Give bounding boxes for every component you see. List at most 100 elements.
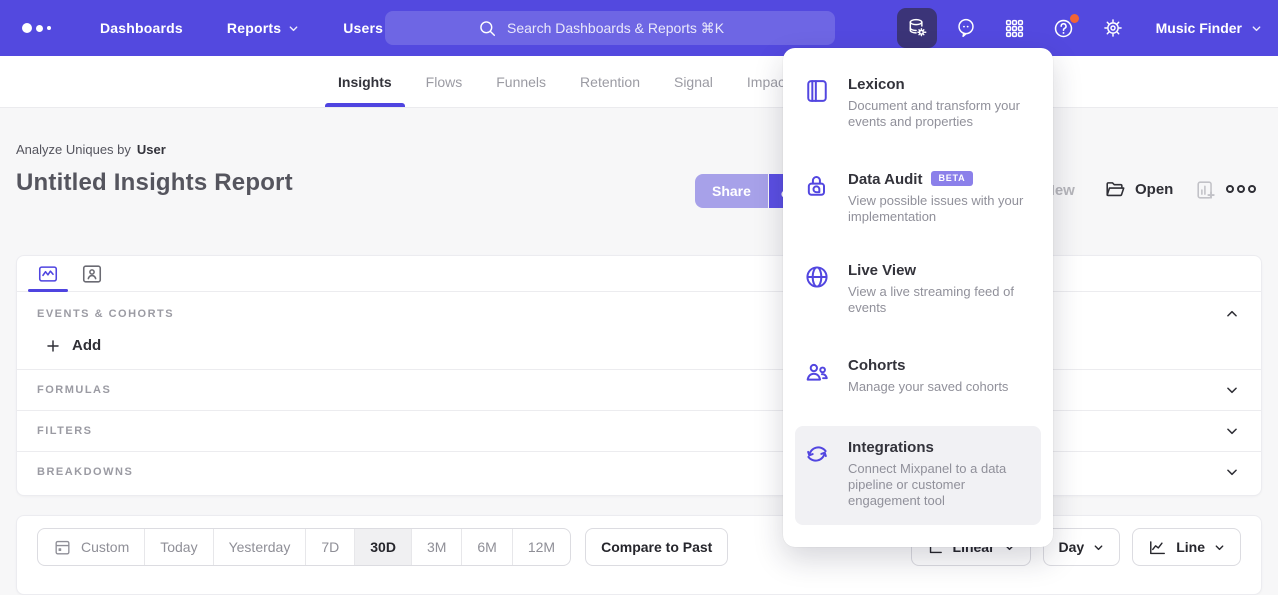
- top-nav: Dashboards Reports Users: [78, 0, 405, 56]
- range-3m-label: 3M: [426, 539, 447, 555]
- question-mark-icon: [1054, 19, 1073, 37]
- settings-button[interactable]: [1093, 8, 1133, 48]
- open-report-button[interactable]: Open: [1104, 178, 1173, 200]
- range-7d-label: 7D: [321, 539, 340, 555]
- nav-dashboards-label: Dashboards: [100, 20, 183, 36]
- chart-type-label: Line: [1176, 539, 1205, 555]
- folder-icon: [1106, 182, 1125, 197]
- report-title-block: Analyze Uniques by User Untitled Insight…: [16, 142, 293, 197]
- range-12m[interactable]: 12M: [511, 529, 570, 565]
- live-view-globe-icon: [803, 262, 833, 317]
- data-management-button[interactable]: [896, 8, 937, 48]
- analyze-entity-selector[interactable]: User: [136, 142, 166, 157]
- menu-item-description: View possible issues with your implement…: [848, 192, 1024, 224]
- menu-item-data-audit[interactable]: Data Audit BETA View possible issues wit…: [783, 170, 1053, 226]
- compare-to-past-button[interactable]: Compare to Past: [585, 528, 729, 566]
- grid-icon: [1006, 19, 1024, 37]
- menu-item-title: Live View: [848, 262, 917, 279]
- nav-dashboards[interactable]: Dashboards: [88, 0, 195, 56]
- breakdowns-section-row[interactable]: BREAKDOWNS: [17, 451, 1261, 492]
- range-custom-label: Custom: [81, 539, 130, 555]
- range-7d[interactable]: 7D: [305, 529, 354, 565]
- nav-users[interactable]: Users: [331, 0, 395, 56]
- analyze-line: Analyze Uniques by User: [16, 142, 293, 157]
- plus-icon: [47, 339, 59, 352]
- range-today-label: Today: [160, 539, 198, 555]
- menu-item-cohorts[interactable]: Cohorts Manage your saved cohorts: [783, 357, 1053, 395]
- integrations-sync-icon: [803, 439, 833, 510]
- query-builder-panel: EVENTS & COHORTS Add FORMULAS FILTERS BR…: [16, 255, 1262, 496]
- range-today[interactable]: Today: [144, 529, 212, 565]
- lexicon-book-icon: [803, 76, 833, 131]
- header-right-cluster: Music Finder: [896, 0, 1262, 56]
- more-options-button[interactable]: [1226, 185, 1256, 193]
- range-custom[interactable]: Custom: [38, 529, 144, 565]
- tab-flows-label: Flows: [425, 73, 463, 90]
- add-to-dashboard-icon: [1197, 181, 1215, 199]
- chart-type-dropdown[interactable]: Line: [1132, 528, 1241, 566]
- search-icon: [480, 20, 496, 36]
- menu-item-description: Manage your saved cohorts: [848, 378, 1009, 394]
- data-management-menu: Lexicon Document and transform your even…: [783, 48, 1053, 547]
- tab-flows[interactable]: Flows: [413, 56, 476, 107]
- chart-icon: [38, 265, 58, 282]
- menu-item-title: Integrations: [848, 438, 934, 456]
- share-button[interactable]: Share: [695, 174, 768, 208]
- speech-bubble-icon: [957, 18, 974, 37]
- range-30d[interactable]: 30D: [354, 529, 411, 565]
- formulas-section-row[interactable]: FORMULAS: [17, 369, 1261, 410]
- tab-impact[interactable]: Impact: [734, 56, 802, 107]
- events-cohorts-section-header: EVENTS & COHORTS: [17, 304, 1261, 324]
- project-selector[interactable]: Music Finder: [1156, 20, 1262, 36]
- builder-mini-tabs: [17, 256, 1261, 292]
- project-name-label: Music Finder: [1155, 20, 1242, 36]
- notification-dot: [1069, 14, 1079, 23]
- person-icon: [82, 264, 102, 283]
- range-yesterday[interactable]: Yesterday: [212, 529, 306, 565]
- formulas-label: FORMULAS: [37, 384, 112, 396]
- range-3m[interactable]: 3M: [410, 529, 461, 565]
- filters-section-row[interactable]: FILTERS: [17, 410, 1261, 451]
- tab-signal[interactable]: Signal: [661, 56, 726, 107]
- menu-item-lexicon[interactable]: Lexicon Document and transform your even…: [783, 76, 1053, 131]
- users-tab[interactable]: [70, 256, 114, 291]
- report-tabbar: Insights Flows Funnels Retention Signal …: [0, 56, 1278, 108]
- range-6m[interactable]: 6M: [461, 529, 511, 565]
- tab-funnels[interactable]: Funnels: [483, 56, 559, 107]
- menu-item-description: View a live streaming feed of events: [848, 284, 1014, 316]
- tab-retention-label: Retention: [580, 73, 640, 90]
- chevron-down-icon: [1227, 428, 1237, 435]
- chevron-down-icon: [289, 25, 298, 31]
- menu-item-live-view[interactable]: Live View View a live streaming feed of …: [783, 262, 1053, 317]
- tab-insights[interactable]: Insights: [325, 56, 405, 107]
- report-title[interactable]: Untitled Insights Report: [16, 169, 293, 196]
- line-chart-icon: [1150, 540, 1166, 554]
- help-button[interactable]: [1044, 8, 1084, 48]
- tab-funnels-label: Funnels: [496, 73, 547, 90]
- chevron-up-icon[interactable]: [1225, 307, 1239, 321]
- events-cohorts-label: EVENTS & COHORTS: [37, 308, 175, 320]
- top-header: Dashboards Reports Users: [0, 0, 1278, 56]
- range-30d-label: 30D: [370, 539, 396, 555]
- messages-button[interactable]: [946, 8, 986, 48]
- add-to-dashboard-button[interactable]: [1195, 179, 1217, 201]
- data-management-database-icon: [909, 18, 927, 37]
- menu-item-integrations[interactable]: Integrations Connect Mixpanel to a data …: [795, 425, 1041, 525]
- global-search[interactable]: [385, 11, 835, 45]
- chart-controls-panel: Custom Today Yesterday 7D 30D 3M 6M 12M …: [16, 515, 1262, 595]
- tab-retention[interactable]: Retention: [567, 56, 653, 107]
- metrics-tab[interactable]: [26, 256, 70, 292]
- chevron-down-icon: [1094, 544, 1103, 550]
- gear-icon: [1103, 19, 1122, 37]
- interval-dropdown[interactable]: Day: [1042, 528, 1121, 566]
- data-audit-title: Data Audit: [848, 170, 923, 188]
- mixpanel-logo-icon[interactable]: [22, 23, 56, 33]
- search-input[interactable]: [507, 20, 742, 36]
- menu-item-description: Connect Mixpanel to a data pipeline or c…: [848, 460, 1007, 509]
- add-event-button[interactable]: Add: [45, 337, 135, 354]
- beta-badge: BETA: [931, 170, 973, 186]
- range-6m-label: 6M: [477, 539, 497, 555]
- chevron-down-icon: [1215, 544, 1224, 550]
- nav-reports[interactable]: Reports: [215, 0, 311, 56]
- apps-grid-button[interactable]: [995, 8, 1035, 48]
